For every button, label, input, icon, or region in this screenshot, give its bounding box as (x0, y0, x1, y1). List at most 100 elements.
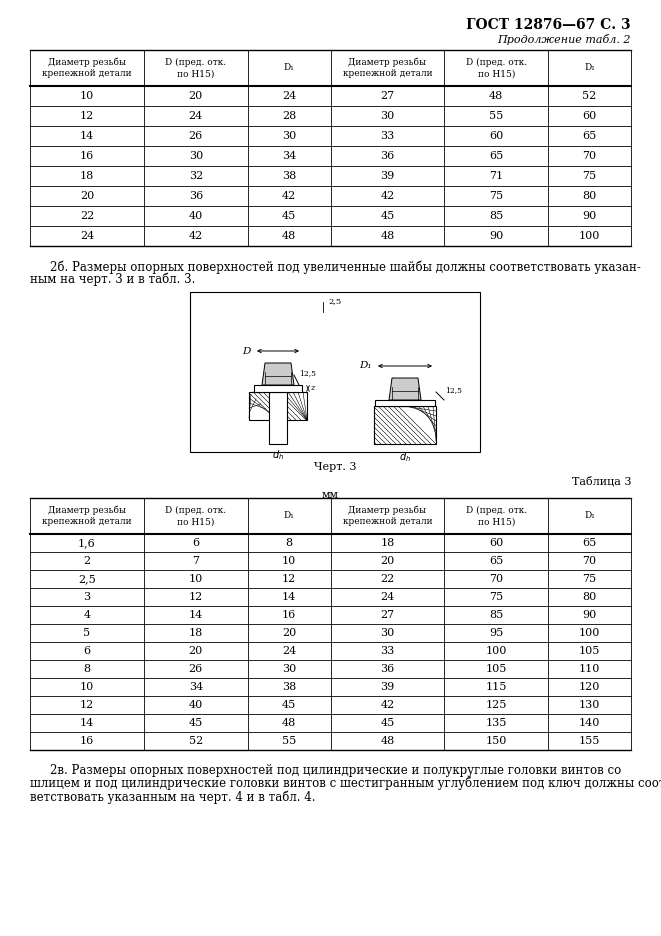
Text: 12: 12 (80, 700, 94, 710)
Text: 39: 39 (380, 682, 395, 692)
Text: 100: 100 (486, 646, 507, 656)
Text: 20: 20 (282, 628, 296, 638)
Text: 36: 36 (380, 664, 395, 674)
Text: 20: 20 (80, 191, 94, 201)
Text: 2,5: 2,5 (328, 297, 341, 305)
Text: 60: 60 (489, 131, 504, 141)
Text: ным на черт. 3 и в табл. 3.: ным на черт. 3 и в табл. 3. (30, 273, 196, 286)
Text: Таблица 3: Таблица 3 (572, 476, 631, 487)
Bar (190, 292, 480, 452)
Text: мм: мм (322, 490, 339, 500)
Text: 45: 45 (188, 718, 203, 728)
Text: 120: 120 (579, 682, 600, 692)
Text: 16: 16 (80, 736, 94, 746)
Text: 24: 24 (282, 646, 296, 656)
Text: 14: 14 (282, 592, 296, 602)
Text: 75: 75 (582, 574, 597, 584)
Text: D (пред. отк.
по H15): D (пред. отк. по H15) (466, 505, 527, 526)
Text: 90: 90 (489, 231, 504, 241)
Text: 28: 28 (282, 111, 296, 121)
Text: 60: 60 (582, 111, 597, 121)
Text: 12,5: 12,5 (445, 386, 462, 394)
Text: Диаметр резьбы
крепежной детали: Диаметр резьбы крепежной детали (342, 505, 432, 526)
Text: 36: 36 (380, 151, 395, 161)
Text: 130: 130 (579, 700, 600, 710)
Text: 115: 115 (486, 682, 507, 692)
Text: 75: 75 (489, 191, 504, 201)
Text: 65: 65 (489, 151, 504, 161)
Text: 20: 20 (188, 91, 203, 101)
Text: 105: 105 (486, 664, 507, 674)
Text: 33: 33 (380, 646, 395, 656)
Text: 55: 55 (282, 736, 296, 746)
Text: 12: 12 (188, 592, 203, 602)
Text: 71: 71 (489, 171, 504, 181)
Text: 20: 20 (188, 646, 203, 656)
Text: 52: 52 (188, 736, 203, 746)
Text: 110: 110 (579, 664, 600, 674)
Text: 45: 45 (282, 700, 296, 710)
Text: Диаметр резьбы
крепежной детали: Диаметр резьбы крепежной детали (42, 58, 132, 79)
Bar (249, 392, 307, 420)
Text: 7: 7 (192, 556, 200, 566)
Text: 140: 140 (579, 718, 600, 728)
Text: 80: 80 (582, 191, 597, 201)
Text: 135: 135 (486, 718, 507, 728)
Text: 48: 48 (282, 718, 296, 728)
Text: 10: 10 (282, 556, 296, 566)
Text: Диаметр резьбы
крепежной детали: Диаметр резьбы крепежной детали (342, 58, 432, 79)
Text: 8: 8 (83, 664, 91, 674)
Text: 1,6: 1,6 (78, 538, 96, 548)
Bar (254, 385, 302, 392)
Text: 34: 34 (282, 151, 296, 161)
Text: D₁: D₁ (284, 511, 294, 520)
Text: 155: 155 (579, 736, 600, 746)
Text: 65: 65 (582, 131, 597, 141)
Text: 6: 6 (83, 646, 91, 656)
Text: 12: 12 (80, 111, 94, 121)
Text: шлицем и под цилиндрические головки винтов с шестигранным углублением под ключ д: шлицем и под цилиндрические головки винт… (30, 777, 661, 791)
Text: 100: 100 (579, 231, 600, 241)
Text: 10: 10 (80, 91, 94, 101)
Text: z: z (310, 385, 315, 392)
Text: 30: 30 (380, 628, 395, 638)
Text: 95: 95 (489, 628, 504, 638)
Text: 42: 42 (380, 700, 395, 710)
Text: 20: 20 (380, 556, 395, 566)
Text: 48: 48 (282, 231, 296, 241)
Polygon shape (262, 363, 294, 385)
Text: 32: 32 (188, 171, 203, 181)
Text: 45: 45 (380, 718, 395, 728)
Text: 14: 14 (80, 131, 94, 141)
Text: ГОСТ 12876—67 С. 3: ГОСТ 12876—67 С. 3 (467, 18, 631, 32)
Text: 22: 22 (80, 211, 94, 221)
Text: 40: 40 (188, 700, 203, 710)
Text: 65: 65 (582, 538, 597, 548)
Text: Диаметр резьбы
крепежной детали: Диаметр резьбы крепежной детали (42, 505, 132, 526)
Text: 18: 18 (380, 538, 395, 548)
Text: 2б. Размеры опорных поверхностей под увеличенные шайбы должны соответствовать ук: 2б. Размеры опорных поверхностей под уве… (50, 260, 641, 273)
Bar (375, 400, 435, 406)
Text: 4: 4 (83, 610, 91, 620)
Text: 16: 16 (282, 610, 296, 620)
Text: Черт. 3: Черт. 3 (314, 462, 356, 472)
Text: 75: 75 (582, 171, 597, 181)
Text: 125: 125 (486, 700, 507, 710)
Text: 150: 150 (486, 736, 507, 746)
Text: D: D (243, 346, 251, 356)
Polygon shape (389, 378, 421, 400)
Text: 65: 65 (489, 556, 504, 566)
Text: 3: 3 (83, 592, 91, 602)
Text: 42: 42 (380, 191, 395, 201)
Text: D (пред. отк.
по H15): D (пред. отк. по H15) (466, 58, 527, 78)
Text: 14: 14 (80, 718, 94, 728)
Text: D₁: D₁ (584, 64, 595, 72)
Text: 30: 30 (282, 664, 296, 674)
Text: 45: 45 (282, 211, 296, 221)
Text: 33: 33 (380, 131, 395, 141)
Text: 52: 52 (582, 91, 597, 101)
Text: 36: 36 (188, 191, 203, 201)
Text: 2,5: 2,5 (78, 574, 96, 584)
Text: 27: 27 (381, 610, 395, 620)
Text: 24: 24 (80, 231, 94, 241)
